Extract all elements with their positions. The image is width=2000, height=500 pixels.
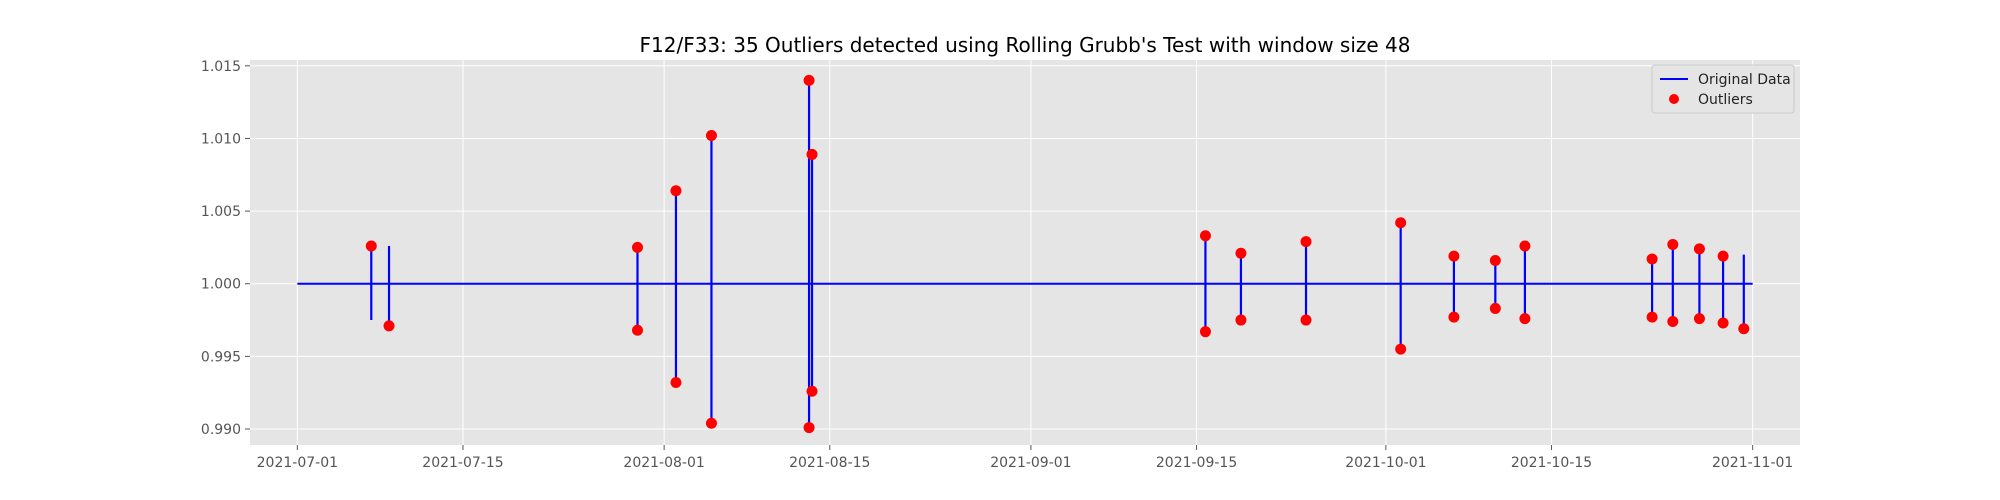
chart-title: F12/F33: 35 Outliers detected using Roll… xyxy=(640,33,1411,57)
outlier-point xyxy=(1519,240,1531,252)
outlier-point xyxy=(705,417,717,429)
y-tick-label: 1.015 xyxy=(201,59,241,75)
outlier-point xyxy=(1448,311,1460,323)
x-tick-label: 2021-08-01 xyxy=(623,455,704,471)
legend-label-original-data: Original Data xyxy=(1698,72,1791,88)
grid-lines xyxy=(250,60,1800,445)
y-tick-label: 1.005 xyxy=(201,204,241,220)
legend: Original Data Outliers xyxy=(1651,64,1795,114)
outlier-point xyxy=(670,185,682,197)
original-data-series xyxy=(297,80,1753,428)
outlier-point xyxy=(1235,314,1247,326)
x-axis-ticks: 2021-07-01 2021-07-15 2021-08-01 2021-08-15… xyxy=(257,445,1793,471)
outlier-point xyxy=(1199,230,1211,242)
x-tick-label: 2021-07-01 xyxy=(257,455,338,471)
outlier-point xyxy=(803,74,815,86)
y-tick-label: 0.995 xyxy=(201,349,241,365)
plot-area xyxy=(250,60,1800,445)
x-tick-label: 2021-09-01 xyxy=(990,455,1071,471)
x-tick-label: 2021-08-15 xyxy=(789,455,870,471)
outlier-points xyxy=(365,74,1750,434)
outlier-point xyxy=(1395,343,1407,355)
outlier-point xyxy=(1300,236,1312,248)
outlier-point xyxy=(1300,314,1312,326)
outlier-point xyxy=(1448,250,1460,262)
outlier-point xyxy=(1646,311,1658,323)
outlier-point xyxy=(1395,217,1407,229)
outlier-point xyxy=(1717,250,1729,262)
x-tick-label: 2021-11-01 xyxy=(1712,455,1793,471)
outlier-point xyxy=(1717,317,1729,329)
y-axis-ticks: 0.990 0.995 1.000 1.005 1.010 1.015 xyxy=(201,59,250,438)
outlier-point xyxy=(803,422,815,434)
outlier-point xyxy=(632,324,643,336)
outlier-point xyxy=(1519,313,1531,325)
y-tick-label: 1.000 xyxy=(201,277,241,293)
outlier-point xyxy=(1489,302,1501,314)
outlier-point xyxy=(1235,247,1247,259)
outlier-point xyxy=(383,320,395,332)
outlier-point xyxy=(1489,254,1501,266)
y-tick-label: 0.990 xyxy=(201,422,241,438)
outlier-point xyxy=(1693,243,1705,255)
x-tick-label: 2021-07-15 xyxy=(422,455,503,471)
outlier-point xyxy=(365,240,377,252)
legend-marker-swatch xyxy=(1669,94,1679,104)
outlier-point xyxy=(632,241,643,253)
legend-box xyxy=(1651,64,1795,114)
outlier-point xyxy=(1199,326,1211,338)
outlier-point xyxy=(806,385,818,397)
x-tick-label: 2021-10-01 xyxy=(1345,455,1426,471)
outlier-point xyxy=(670,377,682,389)
outlier-point xyxy=(705,130,717,142)
x-tick-label: 2021-10-15 xyxy=(1511,455,1592,471)
y-tick-label: 1.010 xyxy=(201,131,241,147)
x-tick-label: 2021-09-15 xyxy=(1156,455,1237,471)
outlier-point xyxy=(1693,313,1705,325)
outlier-point xyxy=(806,148,818,160)
outlier-point xyxy=(1667,239,1679,251)
outlier-point xyxy=(1667,316,1679,328)
outlier-point xyxy=(1738,323,1750,335)
outlier-point xyxy=(1646,253,1658,265)
legend-label-outliers: Outliers xyxy=(1698,92,1753,108)
